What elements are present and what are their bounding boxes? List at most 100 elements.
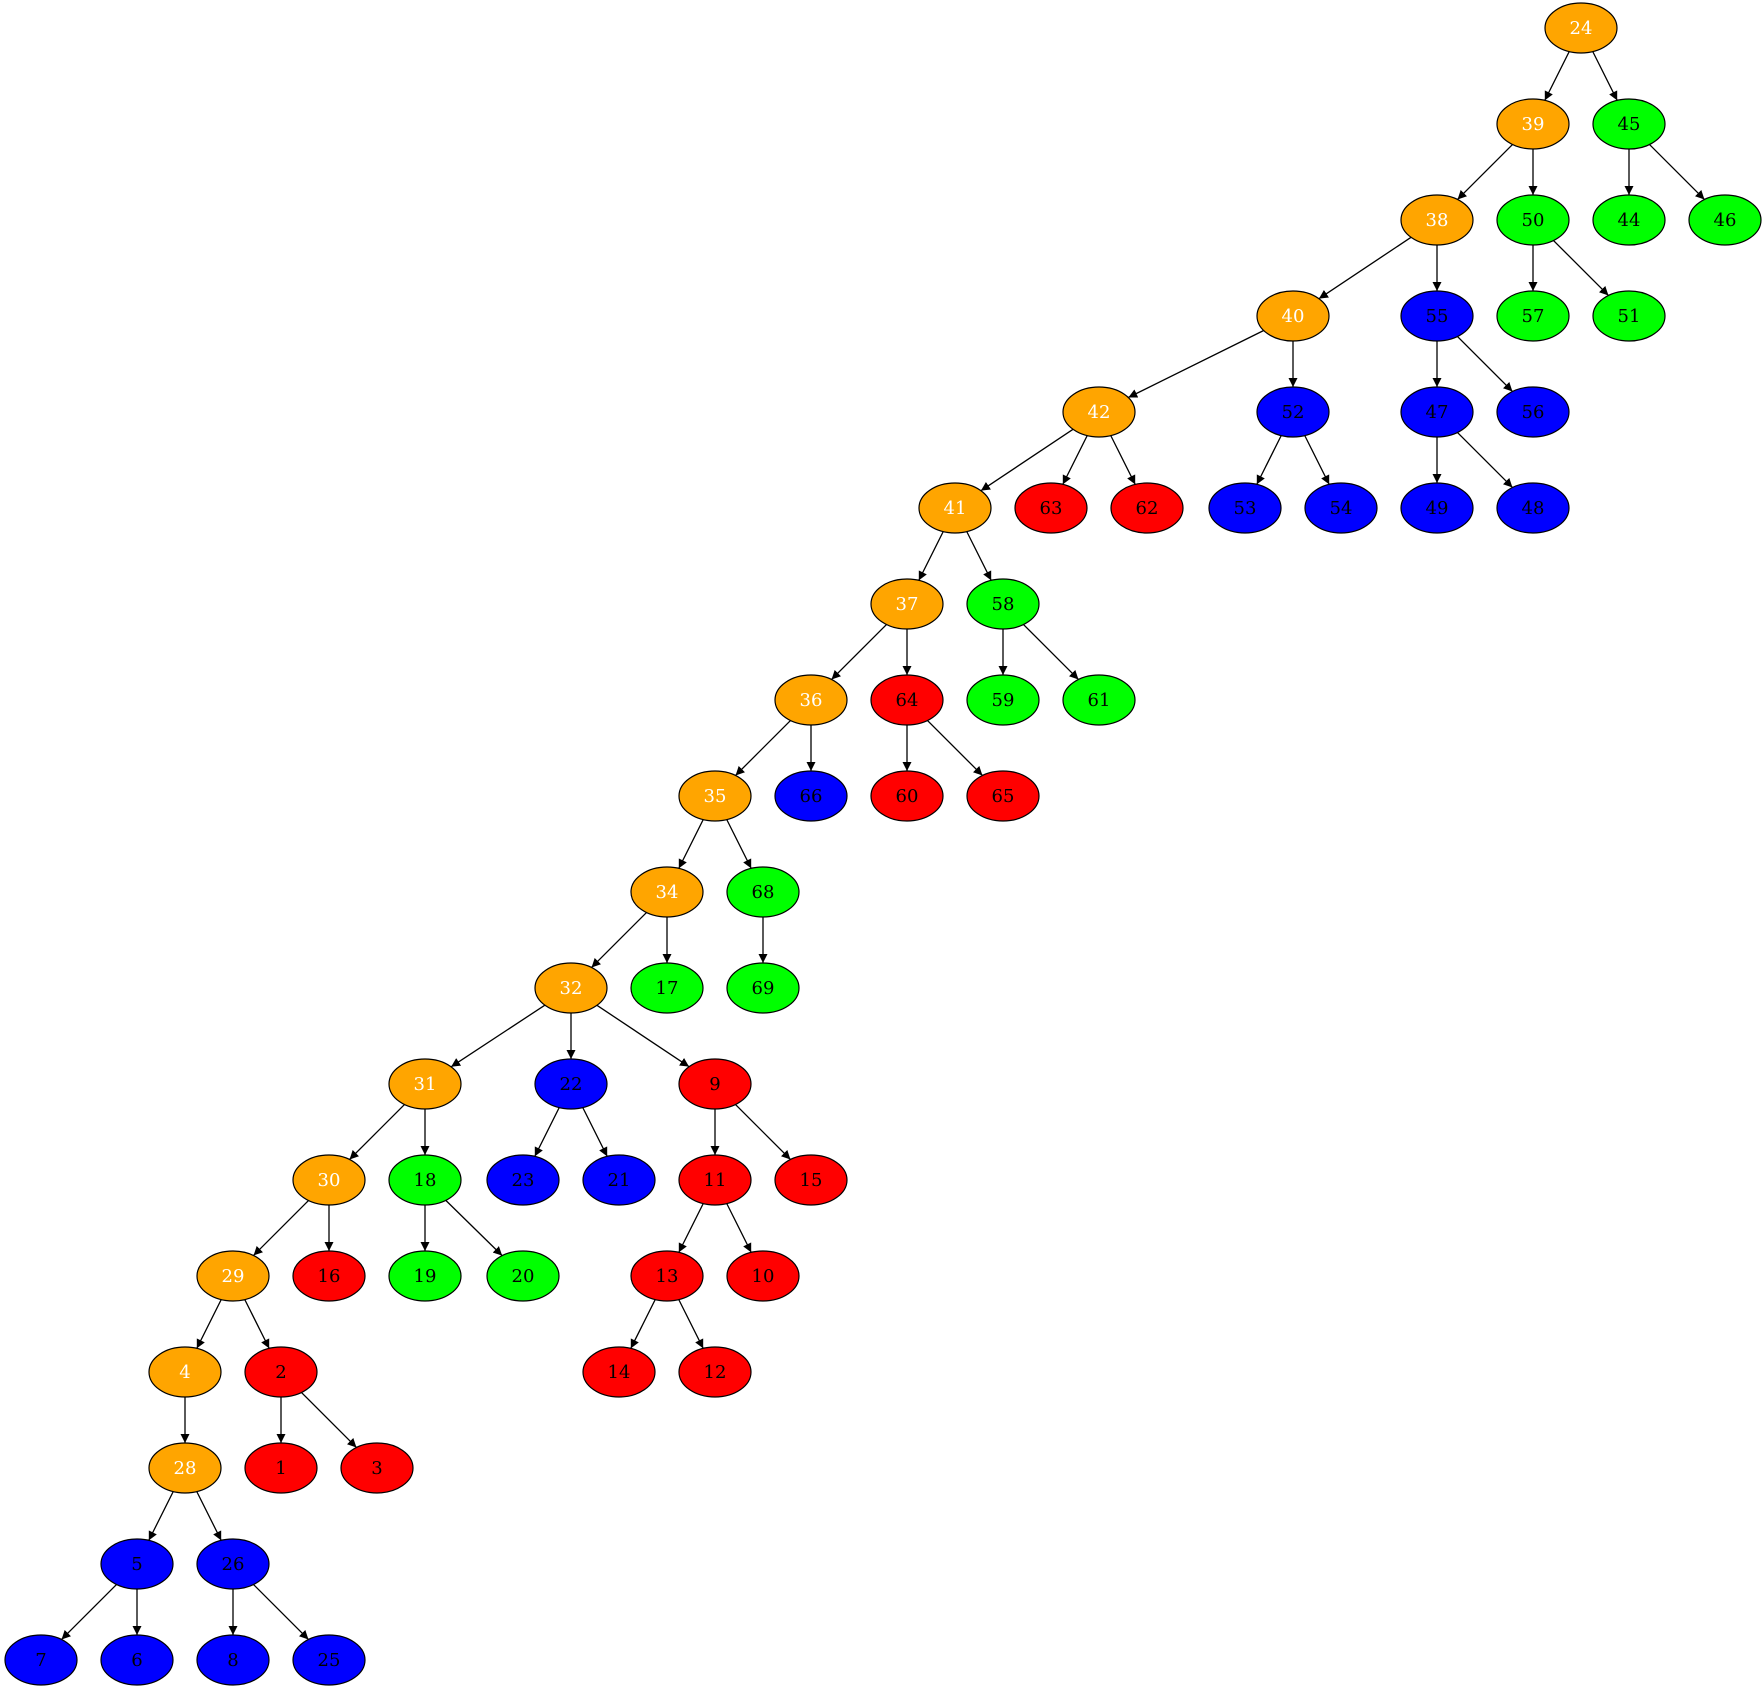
node-39-shape (1496, 98, 1570, 150)
node-50: 50 (1496, 194, 1570, 246)
node-62-shape (1110, 482, 1184, 534)
node-3-shape (340, 1442, 414, 1494)
node-61: 61 (1062, 674, 1136, 726)
node-50-label: 50 (1522, 210, 1545, 231)
edge-40-to-42 (1128, 329, 1264, 399)
node-5-label: 5 (131, 1554, 142, 1575)
node-58-shape (966, 578, 1040, 630)
node-10: 10 (726, 1250, 800, 1302)
node-24-label: 24 (1570, 18, 1593, 39)
edge-42-to-63 (1062, 435, 1088, 485)
edge-52-to-53 (1256, 435, 1282, 485)
node-68-shape (726, 866, 800, 918)
node-68-label: 68 (752, 882, 775, 903)
node-48-label: 48 (1522, 498, 1545, 519)
node-6-label: 6 (131, 1650, 142, 1671)
node-19-shape (388, 1250, 462, 1302)
node-29-shape (196, 1250, 270, 1302)
node-64-shape (870, 674, 944, 726)
node-61-label: 61 (1088, 690, 1111, 711)
node-54-label: 54 (1330, 498, 1353, 519)
node-47-shape (1400, 386, 1474, 438)
node-25-label: 25 (318, 1650, 341, 1671)
node-41-label: 41 (944, 498, 967, 519)
node-46-shape (1688, 194, 1762, 246)
node-64: 64 (870, 674, 944, 726)
node-64-label: 64 (896, 690, 919, 711)
node-63-shape (1014, 482, 1088, 534)
node-40-label: 40 (1282, 306, 1305, 327)
node-35-shape (678, 770, 752, 822)
node-52-label: 52 (1282, 402, 1305, 423)
node-11-shape (678, 1154, 752, 1206)
node-32: 32 (534, 962, 608, 1014)
node-32-shape (534, 962, 608, 1014)
node-54-shape (1304, 482, 1378, 534)
edge-30-to-29 (253, 1200, 309, 1256)
node-18: 18 (388, 1154, 462, 1206)
node-38-label: 38 (1426, 210, 1449, 231)
node-30-label: 30 (318, 1170, 341, 1191)
node-11-label: 11 (704, 1170, 727, 1191)
node-1-shape (244, 1442, 318, 1494)
node-51-shape (1592, 290, 1666, 342)
node-44-label: 44 (1618, 210, 1641, 231)
node-39-label: 39 (1522, 114, 1545, 135)
node-20: 20 (486, 1250, 560, 1302)
edge-64-to-65 (927, 720, 983, 776)
edge-9-to-15 (735, 1104, 791, 1160)
node-38: 38 (1400, 194, 1474, 246)
node-19: 19 (388, 1250, 462, 1302)
node-14-shape (582, 1346, 656, 1398)
node-55-shape (1400, 290, 1474, 342)
node-26: 26 (196, 1538, 270, 1590)
node-56: 56 (1496, 386, 1570, 438)
node-45-label: 45 (1618, 114, 1641, 135)
edge-41-to-58 (966, 531, 992, 581)
node-3-label: 3 (371, 1458, 382, 1479)
edge-24-to-39 (1544, 51, 1570, 101)
node-28-shape (148, 1442, 222, 1494)
edge-29-to-4 (196, 1299, 222, 1349)
node-40: 40 (1256, 290, 1330, 342)
node-17: 17 (630, 962, 704, 1014)
node-8: 8 (196, 1634, 270, 1686)
node-53-shape (1208, 482, 1282, 534)
edge-5-to-7 (61, 1584, 117, 1640)
node-62-label: 62 (1136, 498, 1159, 519)
node-8-label: 8 (227, 1650, 238, 1671)
node-23-label: 23 (512, 1170, 535, 1191)
node-32-label: 32 (560, 978, 583, 999)
node-26-label: 26 (222, 1554, 245, 1575)
edge-26-to-25 (253, 1584, 309, 1640)
node-47: 47 (1400, 386, 1474, 438)
node-38-shape (1400, 194, 1474, 246)
node-36-shape (774, 674, 848, 726)
node-35: 35 (678, 770, 752, 822)
edge-22-to-23 (534, 1107, 560, 1157)
node-11: 11 (678, 1154, 752, 1206)
node-49: 49 (1400, 482, 1474, 534)
node-69-shape (726, 962, 800, 1014)
edge-42-to-41 (980, 428, 1074, 492)
node-3: 3 (340, 1442, 414, 1494)
node-6-shape (100, 1634, 174, 1686)
node-21-shape (582, 1154, 656, 1206)
node-41-shape (918, 482, 992, 534)
node-59: 59 (966, 674, 1040, 726)
node-18-shape (388, 1154, 462, 1206)
node-63: 63 (1014, 482, 1088, 534)
node-63-label: 63 (1040, 498, 1063, 519)
node-45: 45 (1592, 98, 1666, 150)
node-37: 37 (870, 578, 944, 630)
node-4: 4 (148, 1346, 222, 1398)
node-10-shape (726, 1250, 800, 1302)
node-2-shape (244, 1346, 318, 1398)
edge-24-to-45 (1592, 51, 1618, 101)
node-16-label: 16 (318, 1266, 341, 1287)
node-23: 23 (486, 1154, 560, 1206)
node-54: 54 (1304, 482, 1378, 534)
node-56-label: 56 (1522, 402, 1545, 423)
node-46: 46 (1688, 194, 1762, 246)
node-68: 68 (726, 866, 800, 918)
